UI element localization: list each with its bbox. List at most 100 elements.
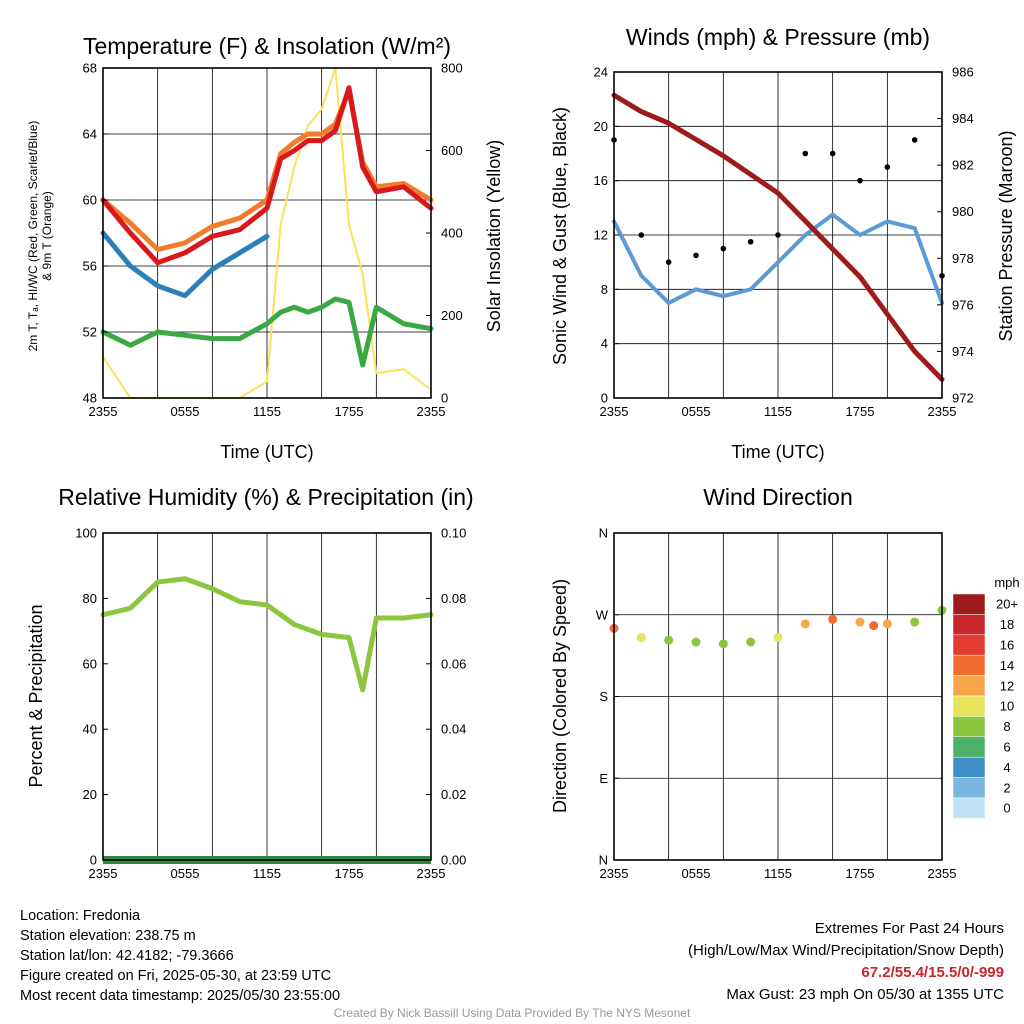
wind-ylabel-left: Sonic Wind & Gust (Blue, Black): [550, 107, 570, 365]
humidity-ytick-left: 100: [75, 526, 97, 541]
direction-point: [746, 637, 756, 647]
direction-xtick: 1155: [764, 866, 792, 881]
direction-xtick: 2355: [928, 866, 957, 881]
direction-point: [773, 632, 783, 642]
humidity-ytick-right: 0.04: [441, 722, 466, 737]
legend-swatch: [952, 756, 986, 778]
humidity-ytick-left: 20: [83, 787, 97, 802]
legend-swatch: [952, 593, 986, 615]
extremes-box: Extremes For Past 24 Hours (High/Low/Max…: [688, 918, 1004, 1006]
recent-text: Most recent data timestamp: 2025/05/30 2…: [20, 988, 341, 1004]
direction-point: [882, 619, 892, 629]
gust-point: [775, 232, 781, 238]
wind-xtick: 1155: [764, 404, 792, 419]
temperature-xtick: 2355: [89, 404, 118, 419]
direction-xtick: 0555: [682, 866, 711, 881]
wind-ytick-right: 978: [952, 251, 974, 266]
station-info: Location: Fredonia Station elevation: 23…: [20, 906, 340, 1006]
legend-swatch: [952, 716, 986, 738]
temperature-ytick-left: 60: [83, 193, 97, 208]
wind-xtick: 2355: [600, 404, 629, 419]
direction-ylabel-left: Direction (Colored By Speed): [550, 579, 570, 813]
humidity-title: Relative Humidity (%) & Precipitation (i…: [58, 484, 473, 510]
temperature-xtick: 1155: [253, 404, 281, 419]
temperature-ytick-right: 600: [441, 143, 463, 158]
direction-ytick-left: N: [599, 526, 608, 541]
extremes-values: 67.2/55.4/15.5/0/-999: [861, 964, 1004, 981]
extremes-gust: Max Gust: 23 mph On 05/30 at 1355 UTC: [726, 986, 1004, 1003]
legend-label: 18: [1000, 617, 1014, 632]
temp-xlabel: Time (UTC): [220, 442, 313, 462]
wind-xtick: 0555: [682, 404, 711, 419]
humidity-ytick-right: 0.02: [441, 787, 466, 802]
temperature-ytick-left: 68: [83, 61, 97, 76]
direction-point: [691, 637, 701, 647]
direction-point: [636, 632, 646, 642]
temp-ylabel-left: 2m T, Tₐ, HI/WC (Red, Green, Scarlet/Blu…: [26, 121, 54, 352]
temperature-xtick: 0555: [171, 404, 200, 419]
direction-point: [869, 621, 879, 631]
wind-xtick: 2355: [928, 404, 957, 419]
station-pressure-line: [611, 92, 945, 382]
direction-ytick-left: E: [599, 771, 608, 786]
direction-point: [855, 617, 865, 627]
legend-label: 12: [1000, 678, 1014, 693]
wind-title: Winds (mph) & Pressure (mb): [626, 24, 930, 50]
svg-text:2m T, Tₐ, HI/WC (Red, Green, S: 2m T, Tₐ, HI/WC (Red, Green, Scarlet/Blu…: [26, 121, 40, 352]
created-text: Figure created on Fri, 2025-05-30, at 23…: [20, 968, 332, 984]
temperature-ytick-right: 200: [441, 308, 463, 323]
extremes-subtitle: (High/Low/Max Wind/Precipitation/Snow De…: [688, 942, 1004, 959]
humidity-ytick-left: 80: [83, 591, 97, 606]
direction-point: [800, 619, 810, 629]
wind-ytick-left: 8: [601, 282, 608, 297]
gust-point: [693, 252, 699, 259]
humidity-xtick: 1155: [253, 866, 281, 881]
temperature-ytick-right: 400: [441, 226, 463, 241]
wind-ytick-left: 24: [594, 65, 608, 80]
humidity-ytick-left: 40: [83, 722, 97, 737]
direction-title: Wind Direction: [703, 484, 853, 510]
direction-point: [828, 614, 838, 624]
location-text: Location: Fredonia: [20, 908, 141, 924]
legend-label: 8: [1003, 719, 1010, 734]
wind-ytick-right: 972: [952, 391, 974, 406]
gust-point: [802, 150, 809, 157]
wind-ylabel-right: Station Pressure (Maroon): [996, 130, 1016, 341]
humidity-ylabel-left: Percent & Precipitation: [26, 604, 46, 787]
temperature-ytick-right: 0: [441, 391, 448, 406]
legend-label: 14: [1000, 658, 1014, 673]
legend-label: 20+: [996, 597, 1018, 612]
legend-swatch: [952, 614, 986, 636]
legend-swatch: [952, 736, 986, 758]
credit-footer: Created By Nick Bassill Using Data Provi…: [333, 1006, 691, 1020]
wind-ytick-right: 980: [952, 204, 974, 219]
temperature-xtick: 1755: [335, 404, 364, 419]
gust-point: [638, 232, 645, 238]
gust-point: [665, 259, 672, 265]
temperature-ytick-right: 800: [441, 61, 463, 76]
wind-ytick-left: 16: [594, 173, 608, 188]
legend-swatch: [952, 634, 986, 656]
dewpoint-line: [100, 230, 270, 299]
wind-ytick-left: 20: [594, 119, 608, 134]
extremes-title: Extremes For Past 24 Hours: [814, 920, 1004, 937]
gust-point: [884, 164, 891, 170]
legend-swatch: [952, 797, 986, 819]
temp-ylabel-right: Solar Insolation (Yellow): [484, 140, 504, 332]
legend-title: mph: [994, 575, 1019, 590]
wind-ytick-right: 982: [952, 158, 974, 173]
temperature-xtick: 2355: [417, 404, 446, 419]
direction-xtick: 2355: [600, 866, 629, 881]
gust-point: [857, 177, 863, 184]
legend-label: 16: [1000, 638, 1014, 653]
direction-point: [718, 639, 728, 649]
humidity-xtick: 0555: [171, 866, 200, 881]
legend-swatch: [952, 654, 986, 676]
legend-label: 10: [1000, 699, 1014, 714]
wind-ytick-right: 974: [952, 344, 974, 359]
relative-humidity-line: [100, 576, 434, 693]
sonic-wind-line: [612, 212, 944, 305]
legend-label: 6: [1003, 740, 1010, 755]
humidity-xtick: 2355: [89, 866, 118, 881]
